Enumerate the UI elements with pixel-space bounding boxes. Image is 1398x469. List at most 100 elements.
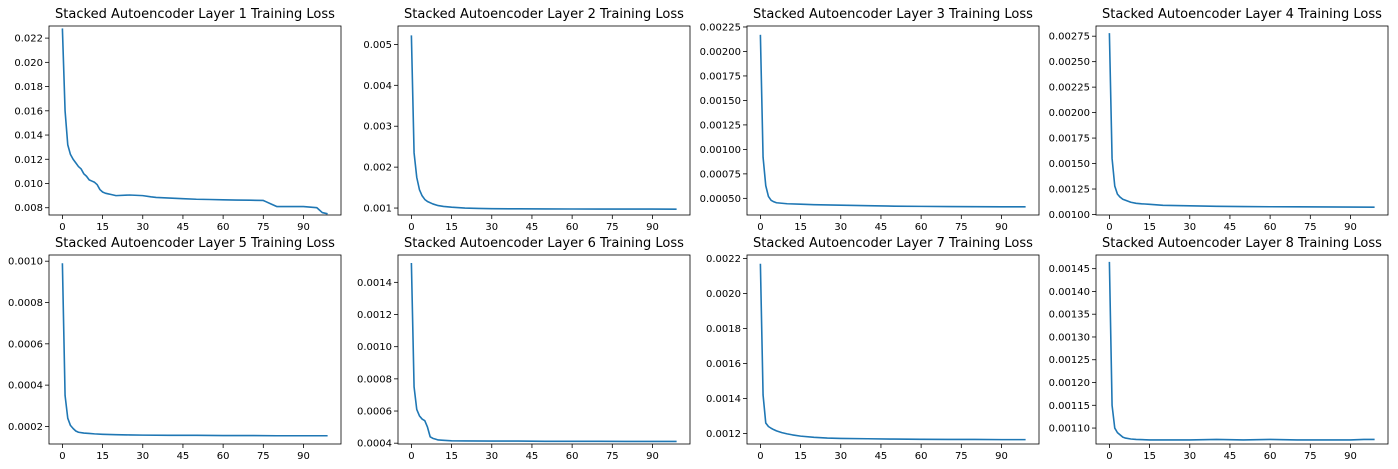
y-tick-label: 0.00250	[1049, 57, 1090, 68]
y-tick-label: 0.0010	[357, 342, 392, 353]
x-tick-label: 15	[1143, 451, 1156, 462]
y-tick-label: 0.012	[14, 155, 43, 166]
y-tick-label: 0.00225	[1049, 83, 1090, 94]
y-tick-label: 0.022	[14, 34, 43, 45]
y-tick-label: 0.00125	[700, 120, 741, 131]
subplot-layer-5: Stacked Autoencoder Layer 5 Training Los…	[8, 236, 342, 462]
x-tick-label: 75	[1304, 451, 1317, 462]
x-tick-label: 90	[1344, 222, 1357, 233]
x-tick-label: 15	[794, 451, 807, 462]
x-tick-label: 15	[1143, 222, 1156, 233]
y-tick-label: 0.001	[363, 204, 392, 215]
subplot-layer-3: Stacked Autoencoder Layer 3 Training Los…	[700, 7, 1040, 233]
y-tick-label: 0.0006	[357, 407, 392, 418]
x-tick-label: 75	[1304, 222, 1317, 233]
plot-title: Stacked Autoencoder Layer 8 Training Los…	[1102, 236, 1382, 251]
x-tick-label: 30	[485, 222, 498, 233]
x-tick-label: 75	[955, 451, 968, 462]
y-tick-label: 0.010	[14, 179, 43, 190]
y-tick-label: 0.00175	[700, 71, 741, 82]
y-tick-label: 0.014	[14, 131, 43, 142]
y-tick-label: 0.00050	[700, 194, 741, 205]
x-tick-label: 60	[566, 451, 579, 462]
plot-title: Stacked Autoencoder Layer 3 Training Los…	[753, 7, 1033, 22]
x-tick-label: 75	[955, 222, 968, 233]
loss-curve	[61, 263, 328, 437]
x-tick-label: 30	[834, 451, 847, 462]
x-tick-label: 0	[757, 222, 763, 233]
y-tick-label: 0.0012	[357, 310, 392, 321]
x-tick-label: 60	[915, 222, 928, 233]
y-tick-label: 0.00120	[1049, 378, 1090, 389]
y-tick-label: 0.00115	[1049, 401, 1090, 412]
y-tick-label: 0.0002	[8, 422, 43, 433]
plot-title: Stacked Autoencoder Layer 2 Training Los…	[404, 7, 684, 22]
y-tick-label: 0.00145	[1049, 264, 1090, 275]
y-tick-label: 0.0012	[706, 429, 741, 440]
subplot-layer-1: Stacked Autoencoder Layer 1 Training Los…	[14, 7, 342, 233]
y-tick-label: 0.00175	[1049, 134, 1090, 145]
y-tick-label: 0.00100	[1049, 210, 1090, 221]
x-tick-label: 45	[875, 222, 888, 233]
loss-curve	[1108, 33, 1375, 208]
x-tick-label: 90	[646, 222, 659, 233]
x-tick-label: 45	[875, 451, 888, 462]
y-tick-label: 0.00100	[700, 145, 741, 156]
plot-title: Stacked Autoencoder Layer 1 Training Los…	[55, 7, 335, 22]
y-tick-label: 0.0006	[8, 339, 43, 350]
y-tick-label: 0.003	[363, 122, 392, 133]
x-tick-label: 0	[408, 222, 414, 233]
x-tick-label: 0	[1106, 451, 1112, 462]
loss-curve	[61, 28, 328, 215]
y-tick-label: 0.0020	[706, 289, 741, 300]
y-tick-label: 0.0008	[357, 374, 392, 385]
loss-curve	[759, 34, 1026, 208]
x-tick-label: 0	[1106, 222, 1112, 233]
x-tick-label: 0	[757, 451, 763, 462]
x-tick-label: 75	[606, 451, 619, 462]
y-tick-label: 0.0004	[357, 439, 392, 450]
x-tick-label: 75	[606, 222, 619, 233]
x-tick-label: 15	[794, 222, 807, 233]
x-tick-label: 45	[1224, 451, 1237, 462]
y-tick-label: 0.0010	[8, 257, 43, 268]
x-tick-label: 75	[257, 222, 270, 233]
y-tick-label: 0.00135	[1049, 310, 1090, 321]
loss-curve	[1108, 261, 1375, 441]
y-tick-label: 0.00150	[1049, 159, 1090, 170]
x-tick-label: 45	[1224, 222, 1237, 233]
y-tick-label: 0.0004	[8, 381, 43, 392]
y-tick-label: 0.00140	[1049, 287, 1090, 298]
y-tick-label: 0.005	[363, 40, 392, 51]
x-tick-label: 30	[834, 222, 847, 233]
axes-frame	[746, 254, 1040, 445]
y-tick-label: 0.00125	[1049, 355, 1090, 366]
x-tick-label: 15	[445, 222, 458, 233]
axes-frame	[1095, 25, 1389, 216]
y-tick-label: 0.00150	[700, 96, 741, 107]
x-tick-label: 90	[297, 451, 310, 462]
loss-curve	[759, 263, 1026, 441]
plot-title: Stacked Autoencoder Layer 6 Training Los…	[404, 236, 684, 251]
y-tick-label: 0.020	[14, 58, 43, 69]
y-tick-label: 0.00130	[1049, 332, 1090, 343]
x-tick-label: 75	[257, 451, 270, 462]
x-tick-label: 90	[995, 451, 1008, 462]
axes-frame	[1095, 254, 1389, 445]
y-tick-label: 0.00075	[700, 169, 741, 180]
y-tick-label: 0.00225	[700, 22, 741, 33]
x-tick-label: 30	[1183, 451, 1196, 462]
x-tick-label: 90	[646, 451, 659, 462]
y-tick-label: 0.018	[14, 82, 43, 93]
x-tick-label: 45	[177, 451, 190, 462]
x-tick-label: 30	[136, 222, 149, 233]
x-tick-label: 90	[995, 222, 1008, 233]
x-tick-label: 0	[59, 222, 65, 233]
x-tick-label: 90	[297, 222, 310, 233]
subplot-layer-6: Stacked Autoencoder Layer 6 Training Los…	[357, 236, 691, 462]
loss-curve	[410, 263, 677, 443]
y-tick-label: 0.00200	[700, 47, 741, 58]
x-tick-label: 60	[1264, 451, 1277, 462]
subplot-layer-4: Stacked Autoencoder Layer 4 Training Los…	[1049, 7, 1389, 233]
y-tick-label: 0.00275	[1049, 32, 1090, 43]
